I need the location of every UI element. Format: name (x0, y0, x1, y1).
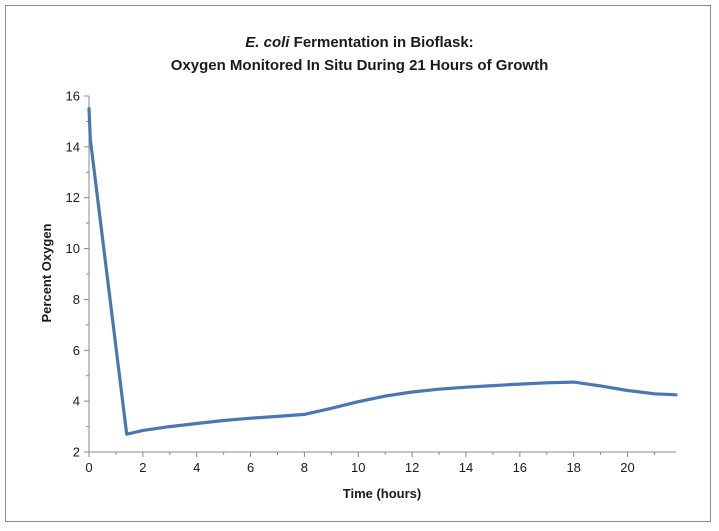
series-group (87, 107, 678, 436)
x-tick-label: 2 (139, 460, 146, 475)
x-axis-label: Time (hours) (343, 486, 422, 501)
chart-subtitle: Oxygen Monitored In Situ During 21 Hours… (170, 57, 549, 74)
x-tick-label: 8 (301, 460, 308, 475)
x-tick-label: 6 (247, 460, 254, 475)
x-tick-label: 0 (85, 460, 92, 475)
x-tick-label: 18 (566, 460, 580, 475)
axes (88, 96, 676, 453)
chart-frame (5, 5, 711, 522)
y-tick-label: 2 (73, 445, 80, 460)
x-tick-label: 4 (193, 460, 200, 475)
x-tick-label: 12 (405, 460, 419, 475)
title-italic: E. coli (245, 34, 290, 51)
y-tick-label: 6 (73, 343, 80, 358)
y-tick-label: 12 (66, 190, 80, 205)
x-tick-label: 20 (620, 460, 634, 475)
x-tick-label: 10 (351, 460, 365, 475)
x-tick-label: 16 (513, 460, 527, 475)
x-tick-label: 14 (459, 460, 473, 475)
chart-title: E. coli Fermentation in Bioflask: Oxygen… (0, 31, 719, 77)
y-tick-label: 4 (73, 394, 80, 409)
y-tick-label: 14 (66, 139, 80, 154)
y-tick-label: 10 (66, 241, 80, 256)
series-line-0 (87, 107, 678, 436)
y-tick-label: 8 (73, 292, 80, 307)
title-rest: Fermentation in Bioflask: (289, 34, 474, 51)
y-axis-label: Percent Oxygen (39, 223, 54, 322)
y-tick-label: 16 (66, 89, 80, 104)
chart-title-line-1: E. coli Fermentation in Bioflask: (0, 31, 719, 54)
